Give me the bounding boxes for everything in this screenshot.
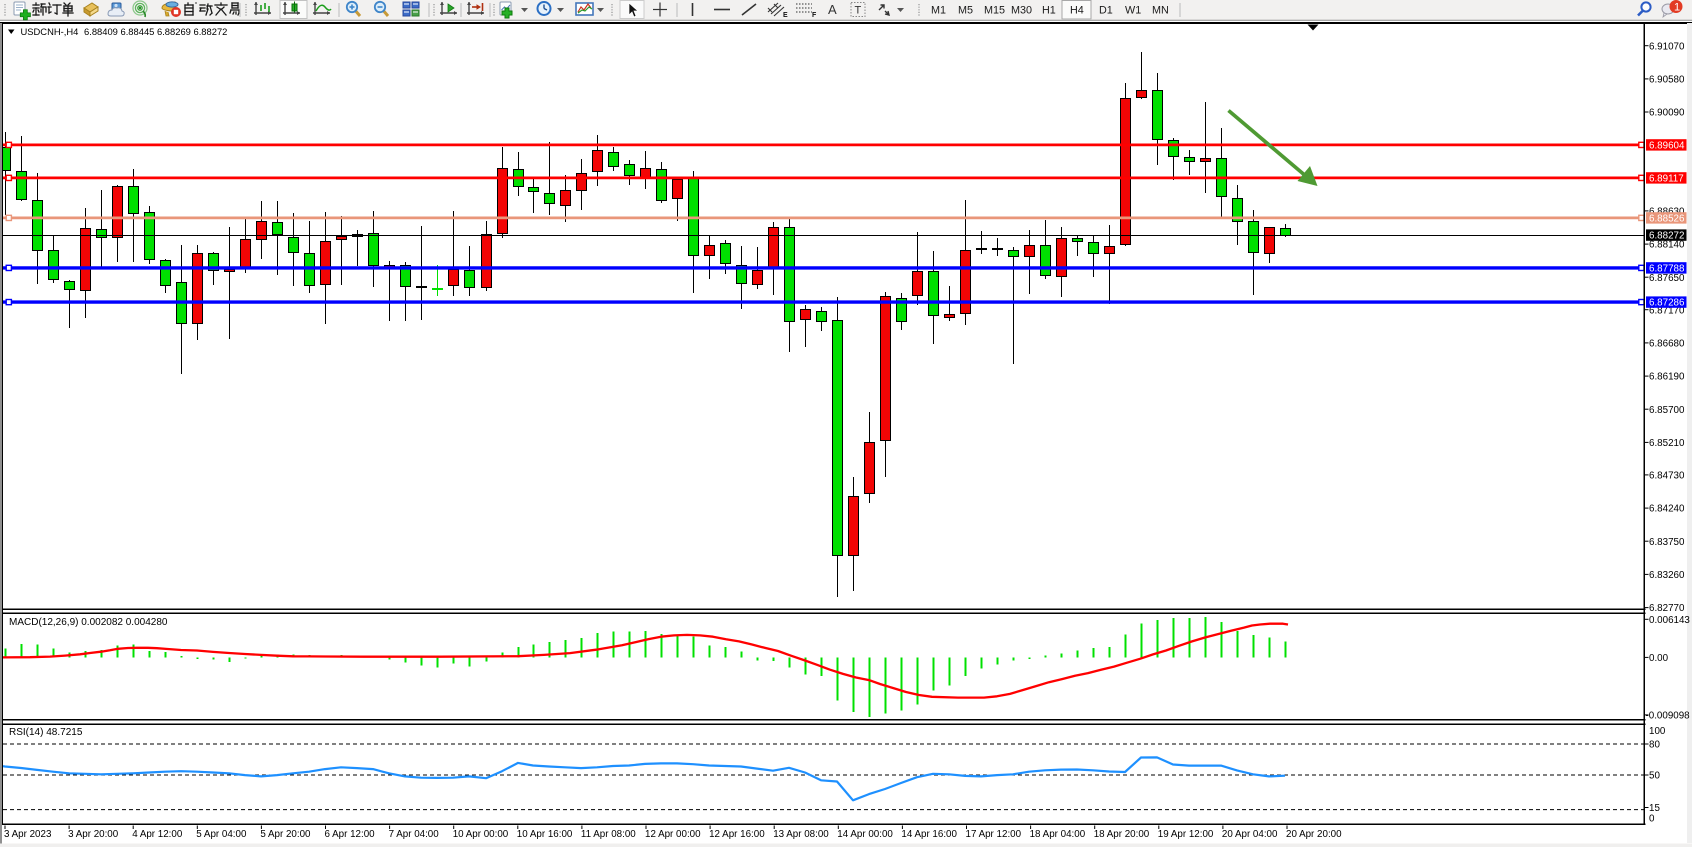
svg-text:H1: H1 (1042, 5, 1056, 17)
svg-text:3 Apr 20:00: 3 Apr 20:00 (68, 829, 119, 840)
svg-text:10 Apr 16:00: 10 Apr 16:00 (517, 829, 573, 840)
svg-text:6.89604: 6.89604 (1649, 141, 1685, 152)
svg-text:6.87788: 6.87788 (1649, 264, 1685, 275)
svg-text:4 Apr 12:00: 4 Apr 12:00 (132, 829, 183, 840)
svg-text:10 Apr 00:00: 10 Apr 00:00 (453, 829, 509, 840)
svg-text:6.84240: 6.84240 (1649, 504, 1685, 515)
svg-text:19 Apr 12:00: 19 Apr 12:00 (1158, 829, 1214, 840)
svg-text:MN: MN (1152, 5, 1169, 17)
svg-text:6.91070: 6.91070 (1649, 41, 1685, 52)
svg-text:E: E (783, 12, 788, 19)
svg-text:D1: D1 (1099, 5, 1113, 17)
svg-text:6.88630: 6.88630 (1649, 207, 1685, 218)
svg-text:MACD(12,26,9) 0.002082 0.00428: MACD(12,26,9) 0.002082 0.004280 (9, 617, 168, 628)
svg-text:6.83750: 6.83750 (1649, 537, 1685, 548)
svg-text:1: 1 (1674, 2, 1680, 14)
svg-text:6.88140: 6.88140 (1649, 240, 1685, 251)
svg-text:5 Apr 04:00: 5 Apr 04:00 (196, 829, 247, 840)
svg-text:50: 50 (1649, 771, 1660, 782)
svg-text:11 Apr 08:00: 11 Apr 08:00 (581, 829, 636, 840)
svg-text:12 Apr 16:00: 12 Apr 16:00 (709, 829, 765, 840)
svg-text:17 Apr 12:00: 17 Apr 12:00 (966, 829, 1022, 840)
svg-text:RSI(14) 48.7215: RSI(14) 48.7215 (9, 727, 83, 738)
svg-text:14 Apr 00:00: 14 Apr 00:00 (837, 829, 893, 840)
svg-text:F: F (812, 12, 817, 19)
svg-text:M30: M30 (1011, 5, 1032, 17)
svg-text:M15: M15 (984, 5, 1005, 17)
svg-text:6.88409 6.88445 6.88269 6.8827: 6.88409 6.88445 6.88269 6.88272 (84, 26, 227, 37)
svg-text:M1: M1 (931, 5, 946, 17)
svg-text:6.90090: 6.90090 (1649, 108, 1685, 119)
svg-text:M5: M5 (958, 5, 973, 17)
svg-text:18 Apr 20:00: 18 Apr 20:00 (1094, 829, 1150, 840)
svg-text:6.86680: 6.86680 (1649, 339, 1685, 350)
svg-text:6.83260: 6.83260 (1649, 570, 1685, 581)
svg-text:13 Apr 08:00: 13 Apr 08:00 (773, 829, 829, 840)
svg-text:18 Apr 04:00: 18 Apr 04:00 (1030, 829, 1086, 840)
svg-text:6.88526: 6.88526 (1649, 214, 1685, 225)
svg-text:A: A (828, 2, 837, 17)
svg-text:W1: W1 (1125, 5, 1141, 17)
svg-text:6.82770: 6.82770 (1649, 603, 1685, 614)
svg-text:20 Apr 20:00: 20 Apr 20:00 (1286, 829, 1342, 840)
svg-text:0: 0 (1649, 814, 1655, 825)
svg-text:6.85700: 6.85700 (1649, 405, 1685, 416)
svg-text:USDCNH-,H4: USDCNH-,H4 (21, 26, 79, 37)
svg-text:6.90580: 6.90580 (1649, 75, 1685, 86)
svg-text:7 Apr 04:00: 7 Apr 04:00 (389, 829, 440, 840)
svg-text:15: 15 (1649, 803, 1660, 814)
svg-text:6.87650: 6.87650 (1649, 273, 1685, 284)
svg-text:H4: H4 (1070, 5, 1084, 17)
svg-text:0.006143: 0.006143 (1649, 615, 1690, 626)
svg-text:6.87286: 6.87286 (1649, 298, 1685, 309)
svg-text:6.85210: 6.85210 (1649, 438, 1685, 449)
svg-text:5 Apr 20:00: 5 Apr 20:00 (260, 829, 311, 840)
svg-text:6.88272: 6.88272 (1649, 231, 1684, 242)
svg-text:80: 80 (1649, 740, 1660, 751)
svg-text:6.87170: 6.87170 (1649, 305, 1685, 316)
svg-text:6 Apr 12:00: 6 Apr 12:00 (325, 829, 376, 840)
svg-text:20 Apr 04:00: 20 Apr 04:00 (1222, 829, 1278, 840)
svg-text:3 Apr 2023: 3 Apr 2023 (4, 829, 52, 840)
svg-text:14 Apr 16:00: 14 Apr 16:00 (901, 829, 957, 840)
svg-text:12 Apr 00:00: 12 Apr 00:00 (645, 829, 701, 840)
svg-text:0.00: 0.00 (1649, 653, 1669, 664)
svg-text:6.84730: 6.84730 (1649, 471, 1685, 482)
svg-text:100: 100 (1649, 726, 1666, 737)
svg-text:T: T (855, 5, 862, 17)
svg-text:-0.009098: -0.009098 (1646, 711, 1691, 722)
svg-text:6.86190: 6.86190 (1649, 372, 1685, 383)
svg-text:6.89117: 6.89117 (1649, 174, 1684, 185)
